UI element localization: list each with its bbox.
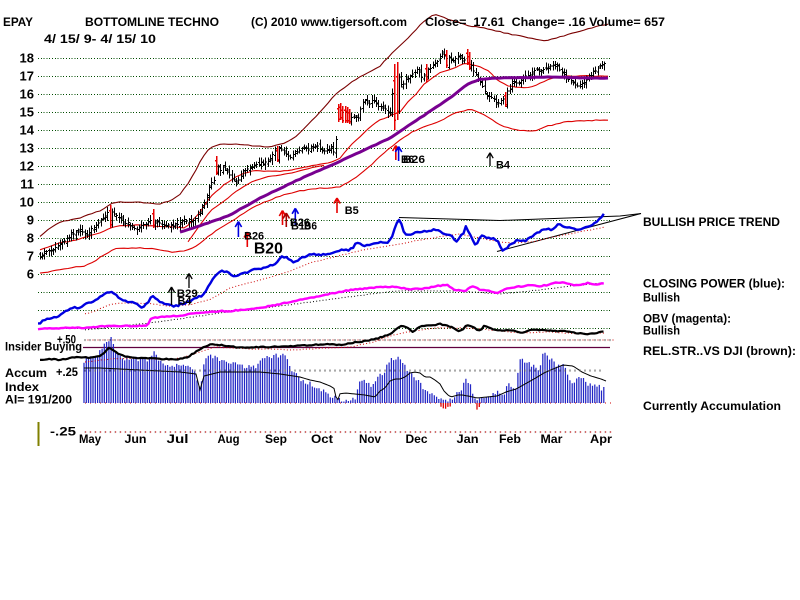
svg-text:Feb: Feb [499,432,521,446]
svg-text:B19: B19 [291,220,311,232]
svg-text:B26: B26 [244,230,264,242]
svg-text:7: 7 [27,249,34,264]
svg-text:(C) 2010 www.tigersoft.com: (C) 2010 www.tigersoft.com [251,15,407,29]
svg-text:Close= 17.61 Change= .16 Vol: Close= 17.61 Change= .16 Volume= 657 [425,15,665,29]
svg-text:REL.STR..VS DJI (brown):: REL.STR..VS DJI (brown): [643,344,796,358]
svg-text:B4: B4 [178,296,193,308]
svg-text:BOTTOMLINE TECHNO: BOTTOMLINE TECHNO [85,15,219,29]
svg-text:17: 17 [20,69,34,84]
svg-text:B5: B5 [345,205,359,217]
svg-text:Index: Index [5,380,39,394]
svg-text:Jun: Jun [125,432,147,446]
svg-text:Accum: Accum [5,366,47,380]
svg-text:+.25: +.25 [56,365,78,379]
svg-text:CLOSING POWER (blue):: CLOSING POWER (blue): [643,277,785,291]
svg-text:Currently Accumulation: Currently Accumulation [643,399,781,413]
svg-text:-.25: -.25 [50,425,76,439]
svg-text:Nov: Nov [359,432,381,446]
svg-text:B26: B26 [403,154,425,166]
svg-text:Insider Buying: Insider Buying [5,340,82,354]
svg-text:B26: B26 [290,217,310,229]
svg-text:Bullish: Bullish [643,291,680,305]
svg-text:14: 14 [20,123,35,138]
svg-text:9: 9 [27,213,34,228]
svg-text:13: 13 [20,141,34,156]
svg-text:Mar: Mar [541,432,563,446]
svg-text:B6: B6 [401,154,414,166]
svg-text:+.50: +.50 [57,333,76,347]
svg-text:May: May [79,432,101,446]
svg-text:Sep: Sep [265,432,287,446]
svg-text:B20: B20 [254,241,283,258]
svg-text:10: 10 [20,195,34,210]
svg-text:B29: B29 [177,288,198,300]
svg-text:Jul: Jul [167,432,189,446]
svg-text:B4: B4 [496,160,511,172]
svg-text:Dec: Dec [406,432,428,446]
svg-text:Jan: Jan [457,432,479,446]
svg-text:18: 18 [20,51,34,66]
svg-text:Aug: Aug [218,432,240,446]
svg-text:OBV (magenta):: OBV (magenta): [643,312,731,326]
svg-text:8: 8 [27,231,34,246]
svg-text:AI= 191/200: AI= 191/200 [5,393,72,407]
svg-text:Bullish: Bullish [643,324,680,338]
svg-text:4/ 15/ 9- 4/ 15/ 10: 4/ 15/ 9- 4/ 15/ 10 [44,32,156,46]
svg-text:6: 6 [27,267,34,282]
svg-text:16: 16 [20,87,34,102]
svg-text:11: 11 [20,177,34,192]
svg-text:BULLISH PRICE TREND: BULLISH PRICE TREND [643,215,780,229]
svg-text:15: 15 [20,105,34,120]
svg-text:Oct: Oct [311,432,333,446]
svg-text:12: 12 [20,159,34,174]
svg-text:B6: B6 [304,220,317,232]
svg-text:Apr: Apr [590,432,612,446]
svg-text:EPAY: EPAY [3,15,33,29]
